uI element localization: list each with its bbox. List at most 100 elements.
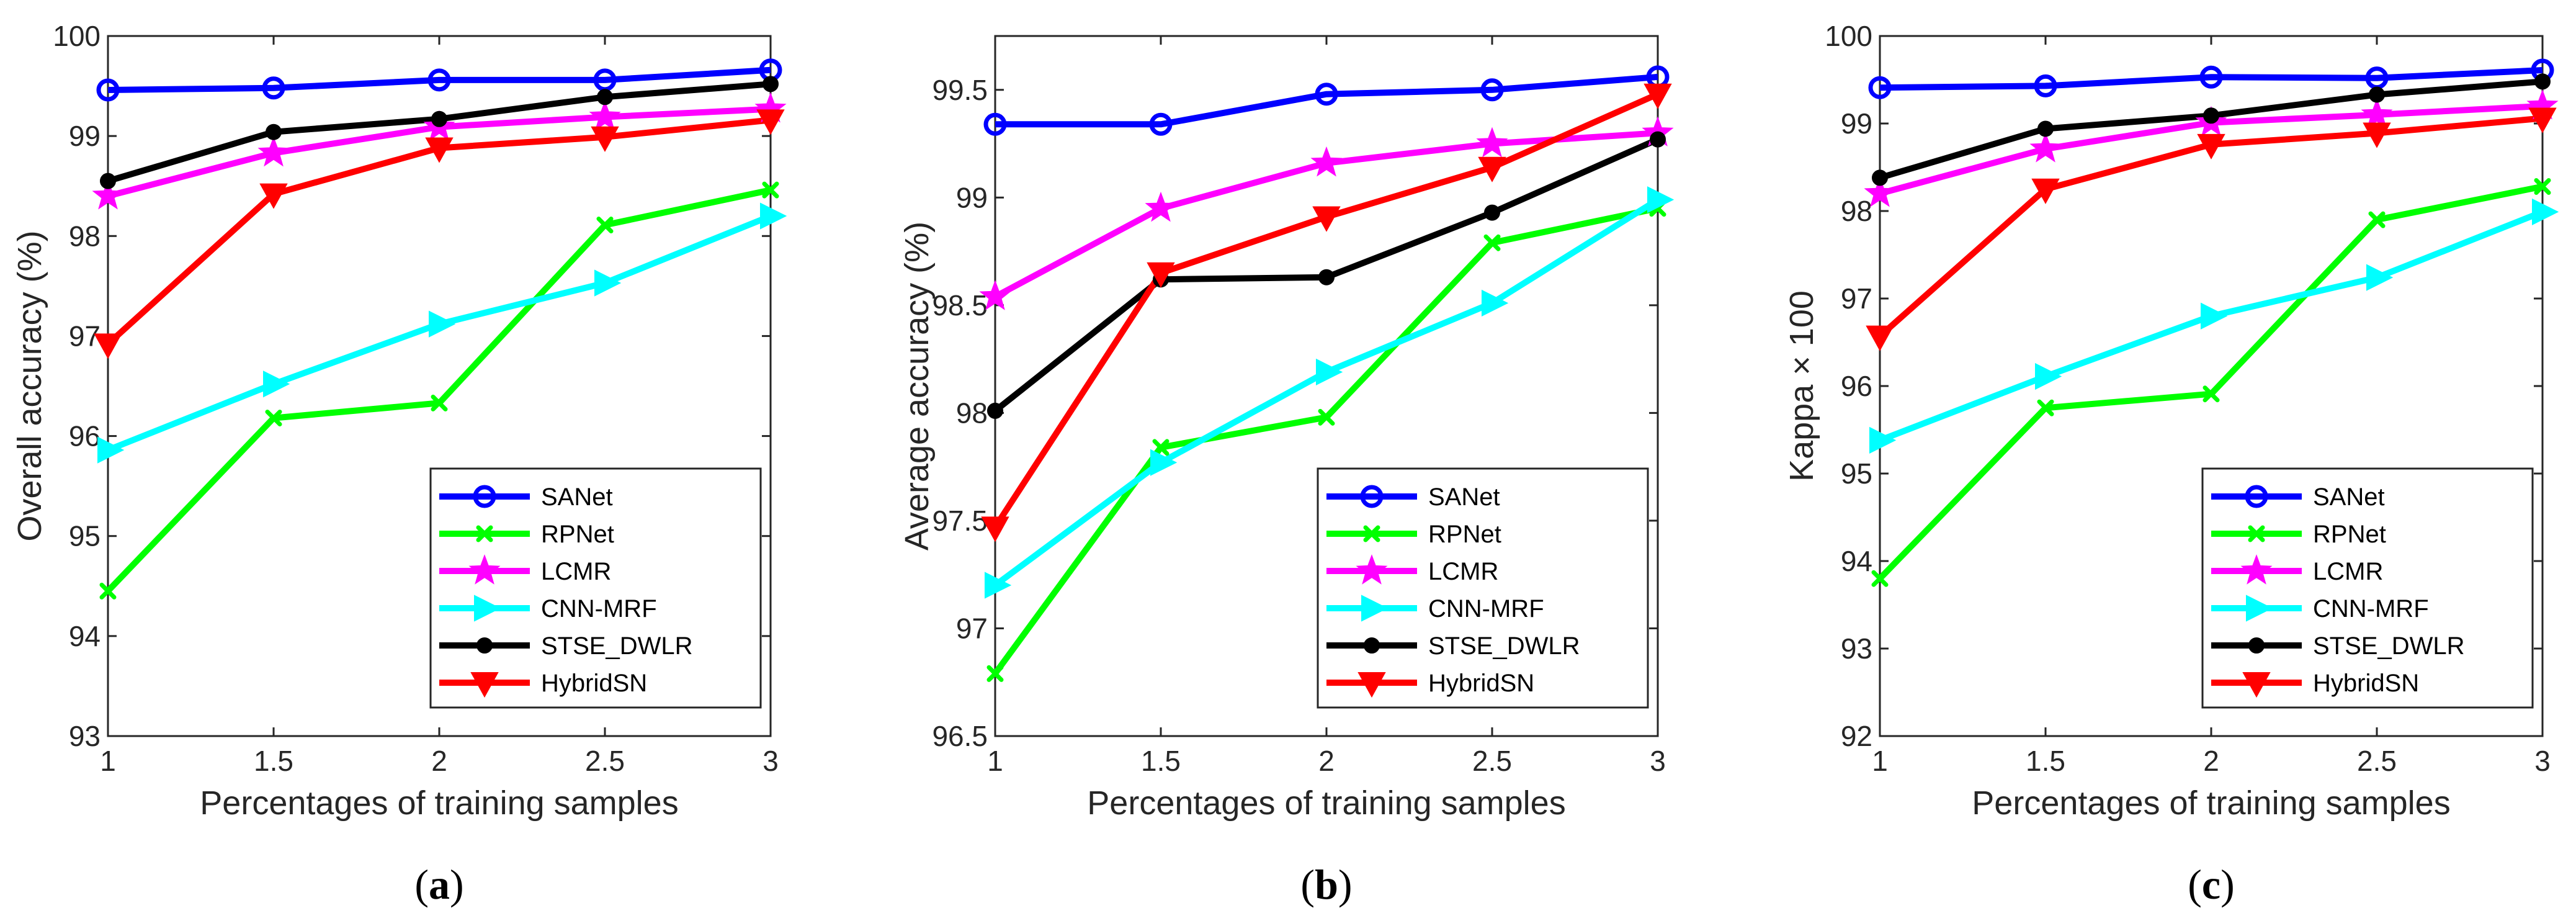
x-tick-label: 2.5 — [1472, 745, 1512, 777]
x-tick-label: 1.5 — [1141, 745, 1181, 777]
data-point-sanet — [983, 112, 1007, 136]
legend-label-hybridsn: HybridSN — [2313, 670, 2419, 697]
data-point-hybridsn — [1478, 156, 1506, 182]
legend-marker-rpnet — [2248, 525, 2265, 542]
data-point-hybridsn — [1866, 325, 1894, 351]
data-point-stse_dwlr — [100, 173, 116, 189]
data-point-cnn-mrf — [429, 310, 456, 338]
data-point-cnn-mrf — [1647, 186, 1675, 213]
y-tick-label: 97.5 — [932, 505, 988, 537]
chart-panel-1: 1 1.5 2 2.5 3 93 94 95 96 97 98 99 100 Percentages of… — [11, 20, 787, 908]
data-point-stse_dwlr — [2037, 120, 2054, 137]
legend: SANet RPNet LCMR CNN-MRF STSE_DWLR HybridSN — [2201, 467, 2534, 709]
data-point-stse_dwlr — [1650, 131, 1666, 148]
data-point-rpnet — [1483, 234, 1501, 251]
legend: SANet RPNet LCMR CNN-MRF STSE_DWLR HybridSN — [429, 467, 762, 709]
data-point-rpnet — [762, 181, 779, 199]
y-tick-label: 99.5 — [932, 74, 988, 106]
data-point-rpnet — [1152, 439, 1169, 456]
data-point-stse_dwlr — [1318, 269, 1335, 285]
y-tick-label: 99 — [69, 120, 101, 152]
x-axis-label: Percentages of training samples — [1972, 784, 2450, 822]
data-point-rpnet — [431, 394, 448, 411]
legend-label-hybridsn: HybridSN — [541, 670, 647, 697]
data-point-cnn-mrf — [263, 371, 290, 398]
y-tick-label: 100 — [1825, 20, 1872, 52]
data-point-rpnet — [1871, 570, 1889, 587]
x-tick-label: 1 — [100, 745, 116, 777]
data-point-hybridsn — [2031, 178, 2060, 204]
data-point-cnn-mrf — [1482, 289, 1509, 317]
legend-marker-stse_dwlr — [476, 637, 493, 654]
legend-label-cnn-mrf: CNN-MRF — [541, 595, 657, 622]
data-point-cnn-mrf — [97, 436, 125, 464]
data-point-hybridsn — [2197, 133, 2225, 159]
data-point-cnn-mrf — [985, 572, 1012, 599]
data-point-cnn-mrf — [594, 269, 622, 297]
data-point-rpnet — [596, 217, 614, 234]
data-point-hybridsn — [94, 333, 122, 359]
y-tick-label: 94 — [1841, 545, 1872, 577]
x-tick-label: 2.5 — [2357, 745, 2397, 777]
x-tick-label: 2 — [1318, 745, 1335, 777]
data-point-sanet — [96, 78, 120, 102]
y-tick-label: 99 — [956, 181, 988, 213]
data-point-hybridsn — [756, 109, 785, 135]
legend-marker-rpnet — [476, 525, 493, 542]
data-point-lcmr — [2361, 98, 2393, 128]
y-tick-label: 97 — [956, 612, 988, 644]
data-point-sanet — [2199, 65, 2223, 89]
data-point-lcmr — [1145, 191, 1177, 222]
legend-label-lcmr: LCMR — [1428, 558, 1498, 585]
data-point-hybridsn — [2528, 107, 2557, 133]
legend-label-stse_dwlr: STSE_DWLR — [2313, 632, 2465, 660]
legend-label-rpnet: RPNet — [1428, 521, 1501, 548]
legend-label-sanet: SANet — [541, 483, 613, 511]
data-point-lcmr — [589, 100, 621, 131]
legend-marker-cnn-mrf — [1361, 595, 1389, 622]
series-line-sanet — [995, 73, 1658, 128]
data-point-lcmr — [257, 136, 290, 167]
legend-marker-cnn-mrf — [2246, 595, 2273, 622]
legend-marker-stse_dwlr — [1364, 637, 1380, 654]
data-point-rpnet — [2037, 399, 2054, 416]
legend-label-lcmr: LCMR — [2313, 558, 2383, 585]
data-point-hybridsn — [1644, 83, 1672, 109]
data-point-sanet — [1315, 83, 1338, 106]
data-point-stse_dwlr — [987, 402, 1003, 419]
legend-label-stse_dwlr: STSE_DWLR — [541, 632, 693, 660]
data-point-sanet — [427, 68, 451, 92]
y-tick-label: 100 — [53, 20, 101, 52]
x-tick-label: 1 — [987, 745, 1003, 777]
data-point-lcmr — [979, 280, 1011, 310]
legend-label-cnn-mrf: CNN-MRF — [1428, 595, 1544, 622]
data-point-stse_dwlr — [597, 89, 613, 106]
panel-caption: (b) — [1300, 861, 1352, 908]
x-axis-label: Percentages of training samples — [1087, 784, 1565, 822]
data-point-rpnet — [99, 582, 117, 600]
x-tick-label: 1 — [1872, 745, 1888, 777]
y-tick-label: 97 — [1841, 282, 1872, 315]
data-point-stse_dwlr — [2203, 107, 2219, 124]
legend-marker-hybridsn — [1357, 672, 1386, 698]
y-tick-label: 98 — [956, 397, 988, 429]
legend-label-lcmr: LCMR — [541, 558, 611, 585]
data-point-cnn-mrf — [1150, 449, 1178, 476]
legend-box — [429, 467, 762, 709]
y-tick-label: 97 — [69, 320, 101, 352]
data-point-stse_dwlr — [2369, 86, 2385, 103]
data-point-stse_dwlr — [763, 76, 779, 92]
y-tick-label: 98 — [1841, 195, 1872, 227]
y-tick-label: 92 — [1841, 720, 1872, 752]
y-tick-label: 95 — [69, 520, 101, 552]
y-tick-label: 98 — [69, 220, 101, 252]
data-point-lcmr — [1310, 146, 1343, 177]
data-point-stse_dwlr — [2534, 73, 2551, 90]
data-point-cnn-mrf — [2035, 362, 2062, 390]
panel-caption: (a) — [414, 861, 463, 908]
data-point-rpnet — [1318, 408, 1335, 426]
data-point-lcmr — [92, 179, 124, 210]
data-point-hybridsn — [425, 137, 454, 163]
legend-marker-sanet — [2245, 485, 2268, 508]
legend-label-cnn-mrf: CNN-MRF — [2313, 595, 2429, 622]
